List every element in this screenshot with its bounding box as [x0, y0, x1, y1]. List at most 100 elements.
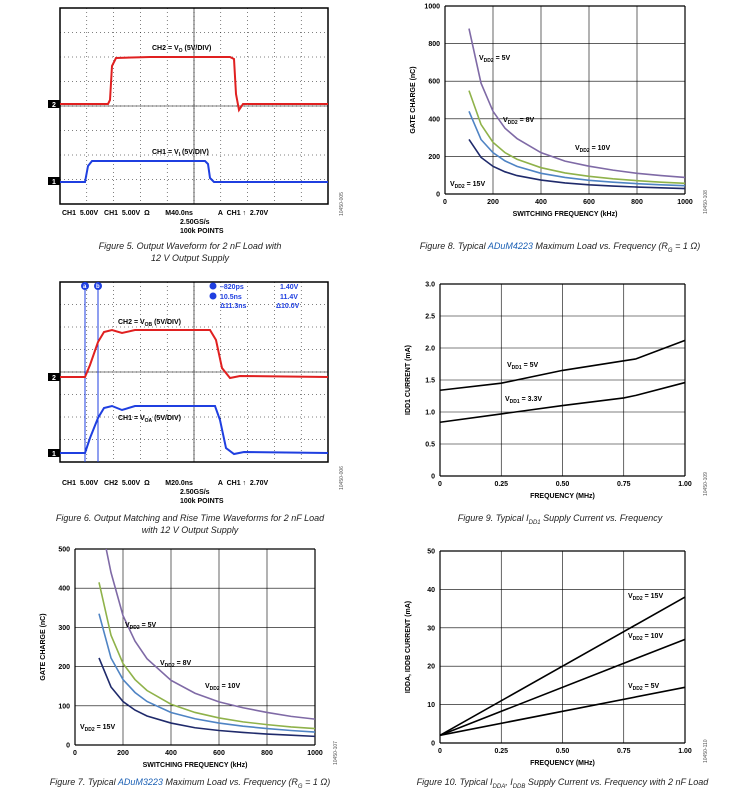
y-tick-label: 1000 — [424, 4, 440, 11]
x-tick-label: 0.25 — [494, 748, 508, 755]
chart-fig8: 0 200 400 600 800 1000 0 200 400 600 800 1000 SWITCH… — [410, 4, 709, 219]
y-tick-label: 40 — [427, 587, 435, 594]
measure-a-volt: 1.40V — [280, 284, 299, 291]
y-tick-label: 2.0 — [425, 346, 435, 353]
trace-ch2 — [60, 56, 328, 113]
caption-text: Figure 9. Typical I — [457, 513, 529, 523]
series-label: VDD1 = 5V — [507, 362, 539, 371]
scope-status-line3: 100k POINTS — [180, 498, 224, 505]
caption-sub: DDA — [492, 783, 506, 790]
x-tick-label: 0 — [438, 481, 442, 488]
y-tick-label: 10 — [427, 702, 435, 709]
caption-text: Supply Current vs. Frequency — [540, 513, 663, 523]
caption-text: Figure 8. Typical — [419, 241, 488, 251]
scope-status-line2: 2.50GS/s — [180, 489, 210, 496]
caption-sub: DD1 — [528, 519, 541, 526]
measure-b-volt: 11.4V — [280, 294, 298, 301]
figure-id: 10450-110 — [703, 739, 709, 763]
series-label: VDD2 = 5V — [628, 683, 660, 692]
scope-plot-fig5: 2 1 CH2 = VO (5V/DIV) CH1 = VI (5V/DIV) … — [48, 7, 345, 235]
scope-plot-fig6: a b –820ps 1.40V 10.5ns 11.4V Δ11.3ns Δ1… — [48, 281, 345, 505]
caption-text: Maximum Load vs. Frequency (R — [532, 241, 668, 251]
y-tick-label: 0 — [431, 741, 435, 748]
caption-line: Figure 6. Output Matching and Rise Time … — [55, 513, 325, 523]
channel-1-marker — [48, 449, 60, 457]
channel-2-marker-label: 2 — [52, 375, 56, 382]
measure-b-icon — [209, 292, 217, 300]
x-tick-label: 400 — [535, 199, 547, 206]
figure-9: 0 0.25 0.50 0.75 1.00 0 0.5 1.0 1.5 2.0 2.5 3.0 FREQ… — [395, 276, 735, 508]
caption-fig10: Figure 10. Typical IDDA, IDDB Supply Cur… — [390, 776, 735, 793]
x-tick-label: 0.50 — [556, 481, 570, 488]
x-tick-label: 0.75 — [617, 748, 631, 755]
series-label: VDD2 = 8V — [160, 660, 192, 669]
y-axis-title: GATE CHARGE (nC) — [40, 613, 47, 680]
y-tick-label: 3.0 — [425, 282, 435, 289]
caption-fig6: Figure 6. Output Matching and Rise Time … — [20, 512, 360, 536]
y-tick-label: 50 — [427, 549, 435, 556]
y-tick-label: 30 — [427, 625, 435, 632]
y-tick-label: 600 — [428, 79, 440, 86]
x-tick-label: 1000 — [307, 750, 323, 757]
x-axis-title: FREQUENCY (MHz) — [530, 493, 595, 500]
series-label: VDD2 = 5V — [479, 55, 511, 64]
caption-sub: G — [297, 783, 303, 790]
measure-a-time: –820ps — [220, 284, 244, 291]
part-link[interactable]: ADuM3223 — [117, 777, 163, 787]
caption-line: with 12 V Output Supply — [141, 525, 239, 535]
ch1-annotation: CH1 = VI (5V/DIV) — [152, 149, 209, 158]
scope-status-line1: CH1 5.00V CH2 5.00V Ω M20.0ns A CH1 ↑ 2.… — [62, 480, 269, 487]
scope-grid — [60, 282, 328, 462]
x-tick-label: 200 — [117, 750, 129, 757]
series-line — [468, 90, 686, 185]
y-axis-title: IDD1 CURRENT (mA) — [405, 345, 412, 415]
series-line — [98, 613, 316, 733]
cursor-b-label: b — [96, 284, 100, 290]
x-tick-label: 0.25 — [494, 481, 508, 488]
caption-text: Figure 10. Typical I — [416, 777, 493, 787]
series-label: VDD2 = 15V — [80, 724, 115, 733]
caption-fig5: Figure 5. Output Waveform for 2 nF Load … — [40, 240, 340, 264]
y-tick-label: 100 — [58, 703, 70, 710]
ch1-annotation: CH1 = VOA (5V/DIV) — [118, 415, 181, 424]
y-tick-label: 400 — [58, 586, 70, 593]
y-tick-label: 300 — [58, 625, 70, 632]
series-label: VDD1 = 3.3V — [505, 396, 542, 405]
x-tick-label: 1.00 — [678, 481, 692, 488]
series-line — [98, 657, 316, 738]
x-tick-label: 200 — [487, 199, 499, 206]
series-label: VDD2 = 15V — [628, 593, 663, 602]
ch2-annotation: CH2 = VOB (5V/DIV) — [118, 319, 181, 328]
x-tick-label: 800 — [631, 199, 643, 206]
x-tick-label: 1.00 — [678, 748, 692, 755]
scope-status-line1: CH1 5.00V CH1 5.00V Ω M40.0ns A CH1 ↑ 2.… — [62, 210, 269, 217]
figure-6: a b –820ps 1.40V 10.5ns 11.4V Δ11.3ns Δ1… — [30, 280, 350, 510]
series-line — [468, 28, 686, 179]
y-tick-label: 1.5 — [425, 378, 435, 385]
y-axis-title: GATE CHARGE (nC) — [410, 66, 417, 133]
caption-text: = 1 Ω) — [302, 777, 331, 787]
y-tick-label: 0.5 — [425, 442, 435, 449]
caption-fig9: Figure 9. Typical IDD1 Supply Current vs… — [390, 512, 730, 529]
caption-text: Maximum Load vs. Frequency (R — [162, 777, 298, 787]
y-tick-label: 20 — [427, 664, 435, 671]
x-tick-label: 1000 — [677, 199, 693, 206]
chart-fig9: 0 0.25 0.50 0.75 1.00 0 0.5 1.0 1.5 2.0 2.5 3.0 FREQ… — [405, 282, 709, 501]
series-line — [98, 582, 316, 730]
caption-fig8: Figure 8. Typical ADuM4223 Maximum Load … — [390, 240, 730, 257]
y-tick-label: 0 — [431, 474, 435, 481]
x-tick-label: 800 — [261, 750, 273, 757]
part-link[interactable]: ADuM4223 — [487, 241, 533, 251]
series-line — [468, 110, 686, 187]
y-axis-title: IDDA, IDDB CURRENT (mA) — [405, 601, 412, 693]
measure-a-icon — [209, 282, 217, 290]
figure-8: 0 200 400 600 800 1000 0 200 400 600 800 1000 SWITCH… — [395, 0, 735, 232]
channel-2-marker — [48, 373, 60, 381]
measure-b-time: 10.5ns — [220, 294, 242, 301]
caption-text: Supply Current vs. Frequency with 2 nF L… — [525, 777, 709, 787]
x-tick-label: 0.50 — [556, 748, 570, 755]
trace-ch1 — [60, 404, 329, 456]
series-line — [105, 548, 316, 720]
caption-line: 12 V Output Supply — [150, 253, 230, 263]
y-tick-label: 400 — [428, 116, 440, 123]
